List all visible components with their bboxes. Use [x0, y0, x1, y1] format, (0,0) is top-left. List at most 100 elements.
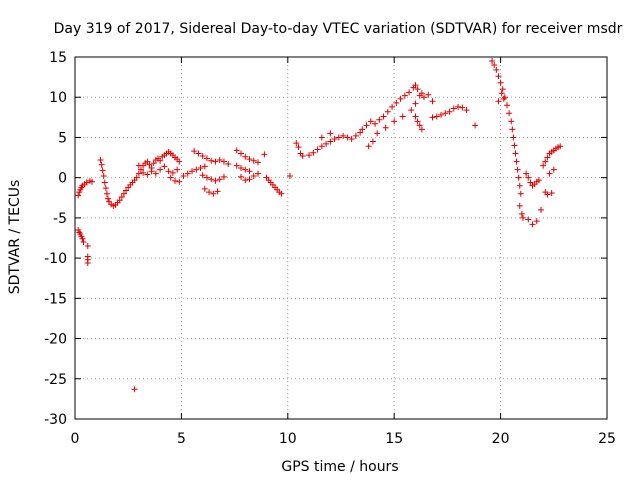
x-tick-label: 25	[598, 431, 616, 447]
data-point	[376, 116, 383, 123]
y-tick-label: -20	[44, 332, 67, 348]
data-point	[210, 190, 217, 197]
data-point	[278, 190, 285, 197]
data-point	[523, 170, 530, 177]
data-point	[327, 138, 334, 145]
data-point	[516, 202, 523, 209]
data-point	[246, 156, 253, 163]
data-point	[503, 102, 510, 109]
x-tick-label: 20	[492, 431, 510, 447]
data-point	[195, 150, 202, 157]
data-point	[97, 156, 104, 163]
data-point	[146, 161, 153, 168]
y-tick-label: 10	[49, 90, 67, 106]
data-point	[193, 166, 200, 173]
data-point	[75, 192, 82, 199]
data-point	[180, 173, 187, 180]
data-point	[98, 161, 105, 168]
data-point	[165, 168, 172, 175]
data-point	[525, 174, 532, 181]
data-point	[120, 190, 127, 197]
data-point	[199, 172, 206, 179]
data-point	[144, 158, 151, 165]
data-point	[491, 62, 498, 69]
data-point	[495, 98, 502, 105]
data-point	[101, 179, 108, 186]
data-point	[348, 136, 355, 143]
data-point	[429, 98, 436, 105]
data-point	[318, 134, 325, 141]
data-point	[546, 170, 553, 177]
data-point	[374, 130, 381, 137]
data-point	[499, 86, 506, 93]
data-point	[382, 124, 389, 131]
data-point	[102, 185, 109, 192]
data-point	[80, 239, 87, 246]
data-point	[472, 122, 479, 129]
data-point	[525, 216, 532, 223]
data-point	[250, 157, 257, 164]
data-point	[176, 178, 183, 185]
data-point	[242, 166, 249, 173]
data-point	[233, 147, 240, 154]
x-tick-label: 0	[71, 431, 80, 447]
data-point	[380, 113, 387, 120]
data-point	[412, 82, 419, 89]
data-point	[208, 157, 215, 164]
data-point	[527, 179, 534, 186]
data-point	[418, 126, 425, 133]
data-point	[157, 157, 164, 164]
data-point	[250, 173, 257, 180]
data-point	[498, 90, 505, 97]
data-point	[306, 152, 313, 159]
data-point	[233, 162, 240, 169]
data-point	[242, 153, 249, 160]
data-point	[118, 193, 125, 200]
data-point	[438, 111, 445, 118]
data-point	[203, 155, 210, 162]
data-point	[133, 174, 140, 181]
data-point	[420, 94, 427, 101]
data-point	[237, 165, 244, 172]
data-point	[286, 173, 293, 180]
data-point	[220, 158, 227, 165]
data-point	[261, 151, 268, 158]
data-point	[515, 174, 522, 181]
axis-ticks: 0 5 10 15 20 25 -30 -25 -20 -15 -10 -5 0 5 10 15	[44, 50, 616, 447]
y-tick-label: -5	[53, 211, 67, 227]
data-point	[497, 79, 504, 86]
data-point	[446, 108, 453, 115]
data-point	[495, 73, 502, 80]
data-point	[442, 110, 449, 117]
data-point	[508, 118, 515, 125]
data-point	[148, 168, 155, 175]
data-point	[169, 169, 176, 176]
data-point	[104, 195, 111, 202]
data-point	[416, 122, 423, 129]
data-point	[493, 66, 500, 73]
data-point	[246, 168, 253, 175]
data-point	[406, 89, 413, 96]
data-point	[433, 113, 440, 120]
data-point	[246, 176, 253, 183]
data-point	[506, 110, 513, 117]
data-point	[535, 177, 542, 184]
data-point	[544, 154, 551, 161]
data-point	[123, 187, 130, 194]
data-point	[184, 170, 191, 177]
data-point	[335, 134, 342, 141]
data-point	[310, 149, 317, 156]
data-point	[510, 134, 517, 141]
data-point	[529, 221, 536, 228]
data-point	[157, 166, 164, 173]
data-point	[137, 166, 144, 173]
data-point	[100, 173, 107, 180]
data-point	[517, 190, 524, 197]
data-point	[150, 160, 157, 167]
data-points	[75, 58, 564, 393]
x-axis-label: GPS time / hours	[281, 459, 398, 475]
data-point	[189, 168, 196, 175]
data-point	[237, 150, 244, 157]
data-point	[191, 148, 198, 155]
grid	[75, 57, 607, 419]
